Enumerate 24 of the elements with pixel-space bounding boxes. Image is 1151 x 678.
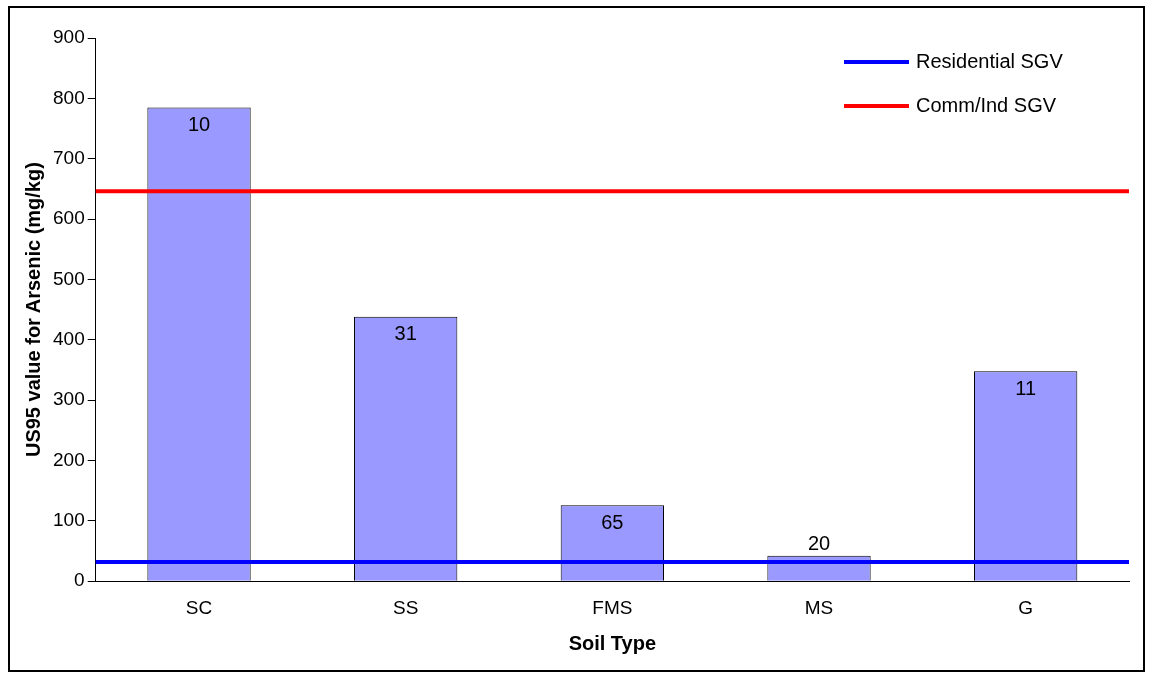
legend-label: Comm/Ind SGV [916,93,1057,116]
legend-label: Residential SGV [916,49,1064,72]
annotation: 31 [394,322,417,345]
x-tick-label: FMS [592,596,633,618]
y-tick-label: 100 [53,509,85,531]
y-tick-label: 700 [53,146,85,168]
y-tick-label: 300 [53,388,85,410]
y-tick-label: 500 [53,267,85,289]
annotation: 65 [601,510,624,533]
y-tick-label: 600 [53,207,85,229]
x-tick-label: MS [804,596,834,618]
annotation: 11 [1015,376,1037,399]
y-axis-title: US95 value for Arsenic (mg/kg) [21,162,44,458]
annotation: 10 [187,112,211,135]
y-tick-label: 200 [53,448,85,470]
x-tick-label: SC [185,596,213,618]
y-tick-label: 800 [53,86,85,108]
x-tick-label: SS [393,596,419,618]
y-tick-label: 900 [53,26,85,48]
y-tick-label: 0 [74,569,85,591]
x-axis-title: Soil Type [568,631,657,654]
annotation: 20 [807,532,831,555]
x-tick-label: G [1018,596,1034,618]
y-tick-label: 400 [53,328,85,350]
